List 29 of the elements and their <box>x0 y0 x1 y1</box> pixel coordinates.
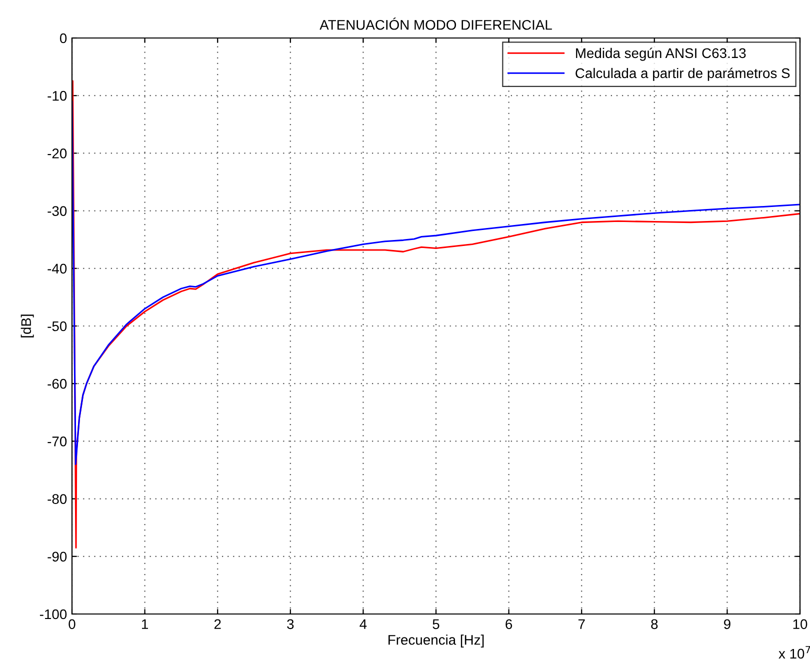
x-tick-label: 4 <box>360 619 367 629</box>
legend-label: Calculada a partir de parámetros S <box>576 68 790 81</box>
legend-label: Medida según ANSI C63.13 <box>576 48 746 61</box>
chart-title: ATENUACIÓN MODO DIFERENCIAL <box>320 18 552 30</box>
x-tick-label: 3 <box>287 619 294 630</box>
y-tick-label: 0 <box>60 33 67 44</box>
y-tick-label: -50 <box>48 321 67 332</box>
y-tick-label: -10 <box>48 90 67 101</box>
y-tick-label: -60 <box>48 378 67 389</box>
line-series <box>72 100 800 466</box>
x-tick-label: 1 <box>142 619 148 629</box>
x-tick-label: 2 <box>214 619 221 629</box>
x-tick-label: 7 <box>578 619 585 629</box>
y-axis-title: [dB] <box>20 314 34 338</box>
text: x 10$^{7}$ <box>778 646 810 659</box>
y-tick-label: -40 <box>48 264 67 274</box>
x-tick-label: 9 <box>724 619 730 630</box>
x-tick-label: 0 <box>68 619 76 630</box>
y-tick-label: -80 <box>48 494 67 504</box>
x-tick-label: 6 <box>506 619 512 630</box>
x-axis-title: Frecuencia [Hz] <box>388 634 484 648</box>
y-tick-label: -20 <box>48 148 67 158</box>
x-tick-label: 8 <box>651 619 658 630</box>
x-tick-label: 10 <box>793 619 808 630</box>
x-tick-label: 5 <box>432 619 440 630</box>
y-tick-label: -70 <box>48 436 67 446</box>
y-tick-label: -90 <box>48 552 67 562</box>
y-tick-label: -30 <box>48 206 67 216</box>
y-tick-label: -100 <box>40 609 67 620</box>
